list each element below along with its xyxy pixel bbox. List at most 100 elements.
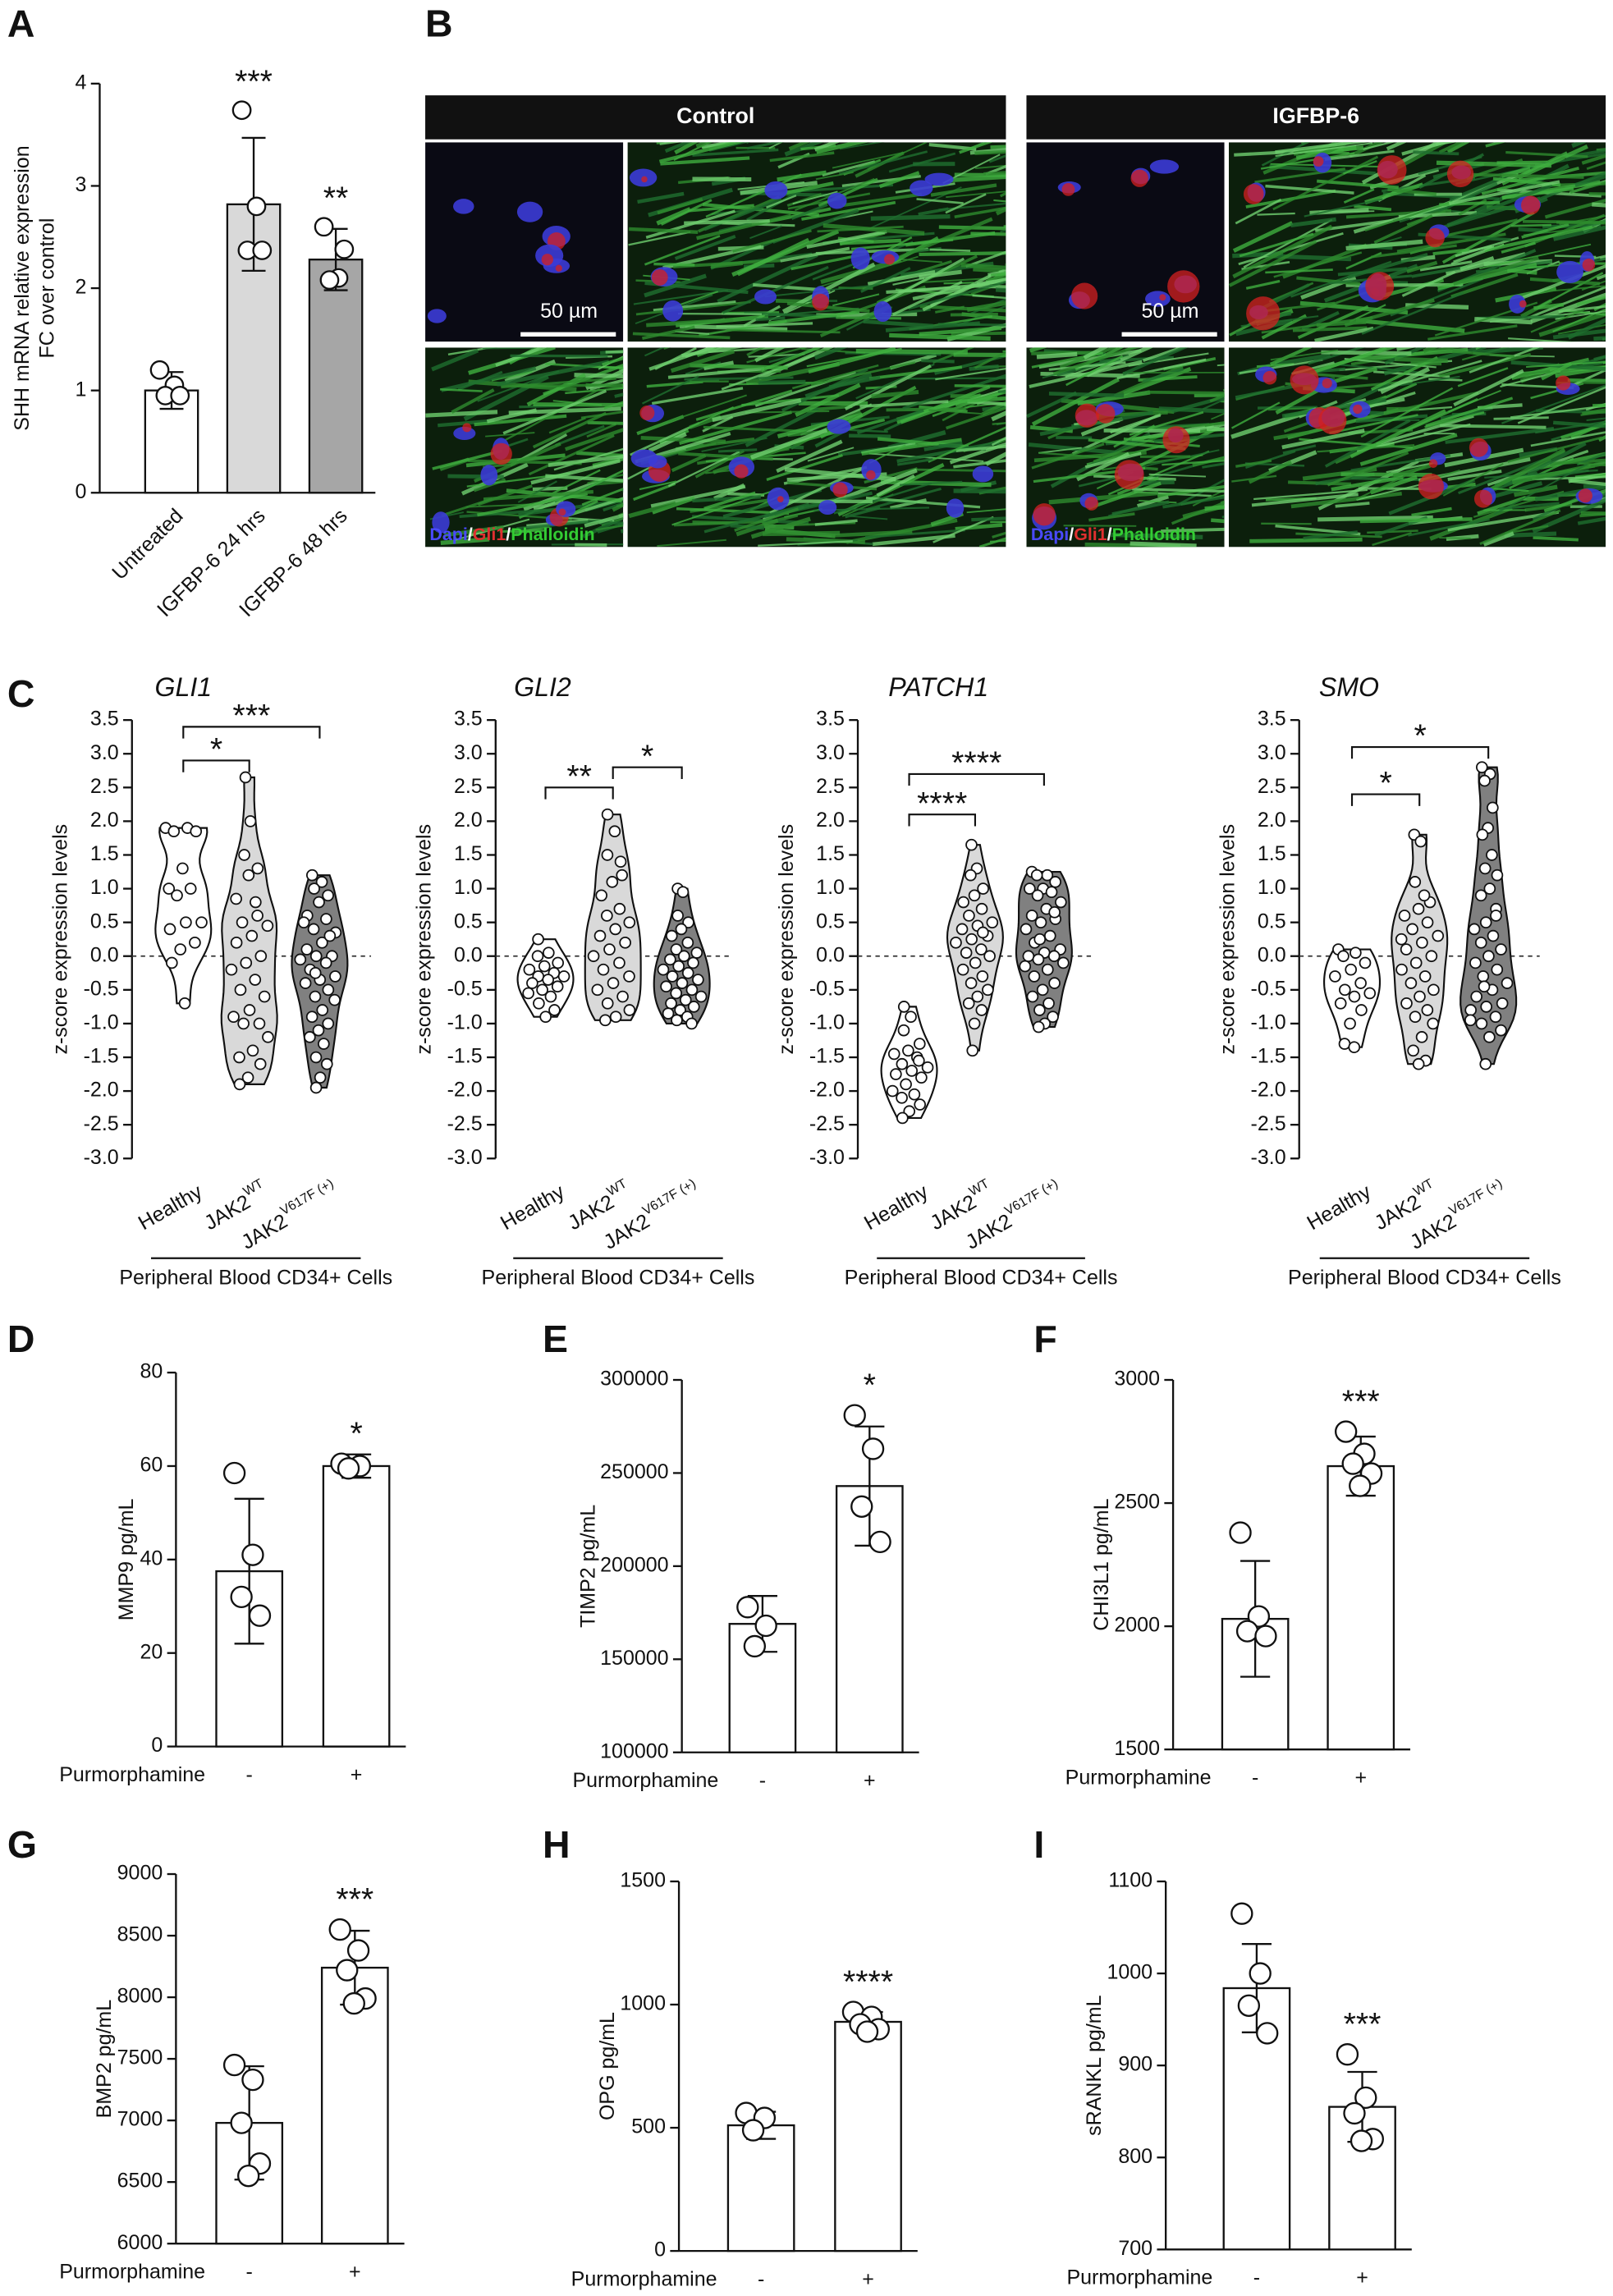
fiber <box>628 227 699 234</box>
data-point <box>681 936 694 949</box>
fiber <box>695 389 793 421</box>
data-point <box>149 360 170 380</box>
fiber <box>971 516 1006 522</box>
y-tick-label: 2 <box>75 276 86 299</box>
scale-bar-label: 50 µm <box>1142 300 1199 323</box>
nucleus <box>873 300 892 323</box>
y-tick-label: -0.5 <box>84 977 119 1000</box>
nucleus <box>453 199 474 214</box>
data-point <box>231 100 252 121</box>
data-point <box>309 950 323 963</box>
fiber <box>548 454 624 468</box>
fiber <box>865 487 942 511</box>
significance: *** <box>232 698 270 734</box>
fiber <box>1532 497 1606 534</box>
data-point <box>532 933 544 946</box>
x-tick-label: Healthy <box>497 1180 569 1235</box>
data-point <box>1230 1902 1253 1925</box>
data-point <box>1254 1625 1277 1648</box>
data-point <box>977 882 989 895</box>
data-point <box>1045 886 1058 899</box>
data-point <box>251 862 264 875</box>
fiber <box>997 438 1006 445</box>
fiber <box>603 401 624 410</box>
data-point <box>1478 774 1491 787</box>
fiber <box>703 197 782 231</box>
fiber <box>1369 474 1418 495</box>
y-tick-label: 2.5 <box>1258 775 1286 798</box>
fiber <box>660 156 750 166</box>
data-point <box>608 825 621 838</box>
fiber <box>639 480 677 491</box>
gli1-signal <box>1365 272 1395 301</box>
fiber <box>1447 389 1501 413</box>
data-point <box>1432 929 1445 942</box>
y-tick-label: 2.5 <box>816 775 845 798</box>
data-point <box>307 923 320 936</box>
bar <box>1221 1617 1290 1751</box>
data-point <box>1042 997 1055 1010</box>
x-tick-label: Healthy <box>860 1180 933 1235</box>
data-point <box>237 2164 260 2188</box>
fiber <box>1461 347 1510 361</box>
fiber <box>892 217 993 262</box>
y-tick-label: 2.0 <box>454 809 483 832</box>
fiber <box>966 508 1006 514</box>
data-point <box>1022 950 1035 963</box>
fiber <box>1527 442 1587 476</box>
x-axis-label: Purmorphamine <box>59 1763 205 1786</box>
fiber <box>1319 142 1353 157</box>
data-point <box>252 241 273 260</box>
data-point <box>1395 933 1408 946</box>
fiber <box>786 181 834 195</box>
fiber <box>1376 414 1474 447</box>
data-point <box>679 993 692 1006</box>
fiber <box>1171 395 1225 414</box>
data-point <box>694 990 708 1003</box>
y-tick-label: -2.0 <box>809 1079 845 1102</box>
data-point <box>225 963 238 976</box>
x-tick-label: + <box>1356 2266 1368 2289</box>
fiber <box>833 482 933 515</box>
data-point <box>1491 868 1504 882</box>
fiber <box>1447 470 1502 481</box>
significance: * <box>864 1368 876 1404</box>
data-point <box>1363 987 1377 1000</box>
bar <box>1327 1464 1395 1751</box>
fiber <box>1048 490 1159 505</box>
data-point <box>316 1004 329 1016</box>
fiber <box>1088 481 1162 510</box>
data-point <box>971 990 984 1003</box>
y-tick-label: 700 <box>1118 2237 1152 2260</box>
y-tick-label: -3.0 <box>84 1146 119 1169</box>
data-point <box>1501 977 1514 989</box>
fiber <box>1083 347 1109 360</box>
fiber <box>1039 410 1154 437</box>
fiber <box>1257 212 1295 216</box>
data-point <box>678 950 690 963</box>
panel-letter: I <box>1033 1823 1044 1866</box>
fiber <box>705 173 802 218</box>
data-point <box>249 974 262 986</box>
fiber <box>533 499 564 511</box>
fiber <box>807 447 855 462</box>
fiber <box>506 488 622 503</box>
data-point <box>965 838 978 851</box>
category-name: Healthy <box>1303 1180 1375 1235</box>
fiber <box>514 525 550 534</box>
fiber <box>1549 458 1606 465</box>
fiber <box>1359 433 1458 466</box>
data-point <box>323 929 337 942</box>
gli1-signal <box>1162 426 1190 454</box>
fiber <box>1036 351 1078 360</box>
fiber <box>657 197 703 215</box>
data-point <box>243 1004 256 1016</box>
fiber <box>1343 160 1377 175</box>
fiber <box>1446 183 1553 227</box>
fiber <box>768 142 783 149</box>
fiber <box>1065 355 1124 387</box>
fiber <box>1317 291 1368 311</box>
data-point <box>593 929 607 942</box>
data-point <box>1249 1962 1272 1985</box>
data-point <box>685 1017 698 1030</box>
